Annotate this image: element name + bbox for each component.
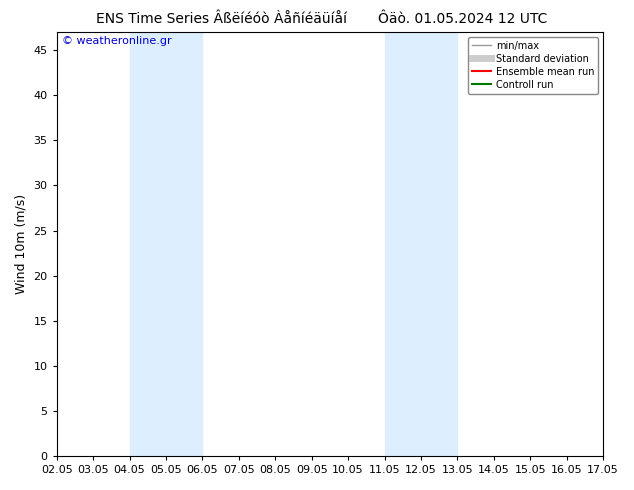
Text: Ôäò. 01.05.2024 12 UTC: Ôäò. 01.05.2024 12 UTC: [378, 12, 548, 26]
Bar: [385, 32, 457, 456]
Text: © weatheronline.gr: © weatheronline.gr: [62, 36, 172, 47]
Text: ENS Time Series Âßëíéóò Àåñíéäüíåí: ENS Time Series Âßëíéóò Àåñíéäüíåí: [96, 12, 347, 26]
Legend: min/max, Standard deviation, Ensemble mean run, Controll run: min/max, Standard deviation, Ensemble me…: [468, 37, 598, 94]
Y-axis label: Wind 10m (m/s): Wind 10m (m/s): [15, 194, 28, 294]
Bar: [129, 32, 202, 456]
